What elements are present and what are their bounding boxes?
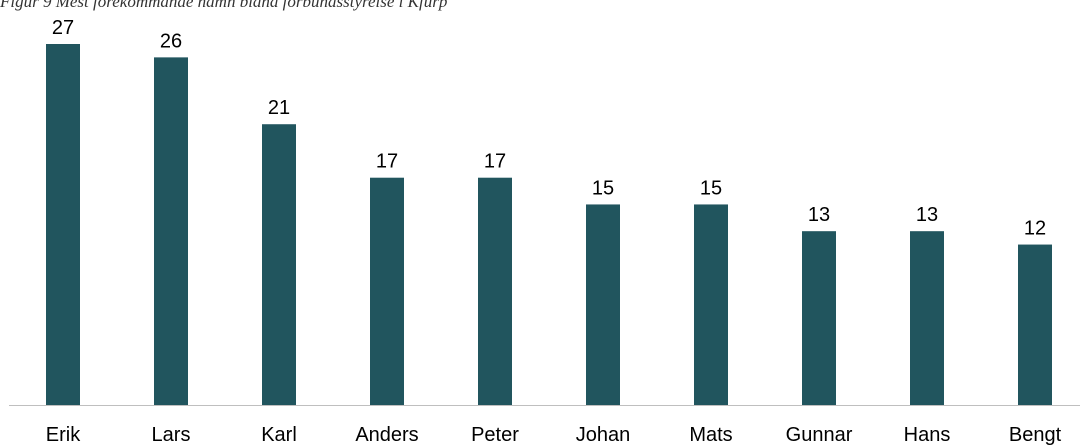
bar-mats <box>694 204 728 405</box>
bar-gunnar <box>802 231 836 405</box>
value-label-bengt: 12 <box>1024 218 1046 240</box>
value-label-anders: 17 <box>376 151 398 173</box>
bar-bengt <box>1018 244 1052 405</box>
value-labels-group: 27 26 21 17 17 15 15 13 13 12 <box>52 17 1046 240</box>
x-tick-label-johan: Johan <box>576 424 631 446</box>
x-tick-label-mats: Mats <box>689 424 732 446</box>
value-label-karl: 21 <box>268 97 290 119</box>
value-label-erik: 27 <box>52 17 74 39</box>
value-label-peter: 17 <box>484 151 506 173</box>
value-label-johan: 15 <box>592 177 614 199</box>
x-tick-label-lars: Lars <box>152 424 191 446</box>
value-label-mats: 15 <box>700 177 722 199</box>
bar-karl <box>262 124 296 405</box>
x-tick-label-hans: Hans <box>904 424 951 446</box>
bar-erik <box>46 44 80 405</box>
bar-johan <box>586 204 620 405</box>
value-label-gunnar: 13 <box>808 204 830 226</box>
x-tick-labels-group: Erik Lars Karl Anders Peter Johan Mats Gunnar Ha… <box>46 424 1062 446</box>
bars-group <box>46 44 1052 406</box>
bar-lars <box>154 57 188 406</box>
x-tick-label-anders: Anders <box>355 424 418 446</box>
x-tick-label-peter: Peter <box>471 424 519 446</box>
value-label-lars: 26 <box>160 30 182 52</box>
x-tick-label-erik: Erik <box>46 424 81 446</box>
bar-hans <box>910 231 944 405</box>
value-label-hans: 13 <box>916 204 938 226</box>
bar-peter <box>478 177 512 405</box>
x-tick-label-karl: Karl <box>261 424 297 446</box>
chart-caption: Figur 9 Mest förekommande namn bland för… <box>0 0 448 11</box>
x-tick-label-gunnar: Gunnar <box>786 424 853 446</box>
bar-anders <box>370 177 404 405</box>
x-tick-label-bengt: Bengt <box>1009 424 1062 446</box>
